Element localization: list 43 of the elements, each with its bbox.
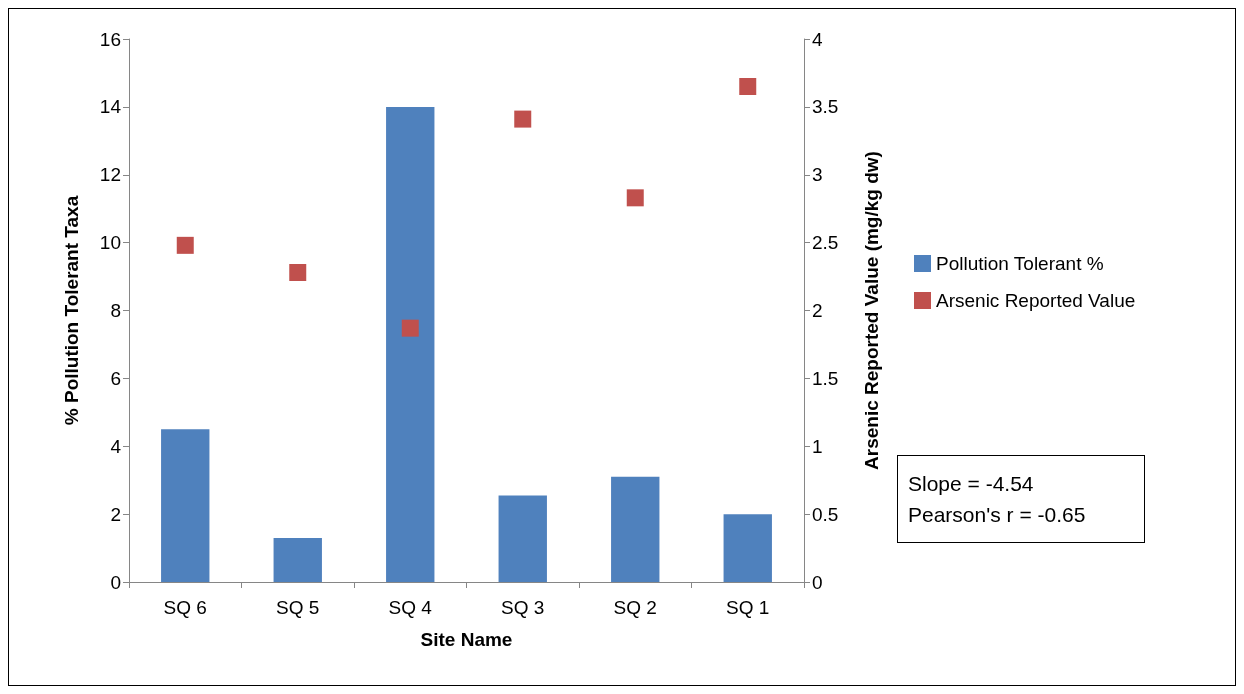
point <box>514 110 532 128</box>
y-tick-label: 8 <box>110 300 121 321</box>
y-tick-label: 4 <box>110 435 122 457</box>
point <box>401 319 419 337</box>
y-tick-label: 12 <box>99 164 121 186</box>
legend-label: Arsenic Reported Value <box>936 290 1136 311</box>
y2-tick-label: 4 <box>812 28 823 50</box>
y2-tick-label: 1.5 <box>812 367 839 389</box>
x-tick-label: SQ 6 <box>163 597 207 618</box>
x-tick-label: SQ 5 <box>276 597 320 618</box>
x-tick-label: SQ 2 <box>613 597 657 618</box>
bar <box>386 106 435 582</box>
bar <box>723 514 772 582</box>
point <box>626 189 644 207</box>
x-tick-label: SQ 1 <box>726 597 770 618</box>
text: Slope = -4.54 <box>908 471 1035 497</box>
bar <box>611 476 660 582</box>
y-tick-label: 16 <box>99 28 121 50</box>
bar <box>161 429 210 582</box>
x-tick-label: SQ 4 <box>388 597 433 618</box>
y2-tick-label: 3.5 <box>812 96 839 118</box>
bar <box>273 537 322 582</box>
y-tick-label: 2 <box>110 503 121 525</box>
y-tick-label: 6 <box>110 367 121 389</box>
y-tick-label: 10 <box>99 232 121 254</box>
y-tick-label: 14 <box>99 96 122 118</box>
y2-tick-label: 0.5 <box>812 503 839 525</box>
x-axis-title: Site Name <box>420 629 513 650</box>
bar <box>498 495 547 582</box>
y2-tick-label: 3 <box>812 164 823 186</box>
y2-tick-label: 0 <box>812 571 823 593</box>
text: Pearson's r = -0.65 <box>908 502 1087 528</box>
point <box>176 236 194 254</box>
y-tick-label: 0 <box>110 571 121 593</box>
y-axis-title: % Pollution Tolerant Taxa <box>61 195 82 426</box>
legend-label: Pollution Tolerant % <box>936 253 1104 274</box>
y2-tick-label: 2 <box>812 300 823 321</box>
point <box>289 263 307 281</box>
y2-axis-title: Arsenic Reported Value (mg/kg dw) <box>861 151 882 470</box>
point <box>739 78 757 96</box>
x-tick-label: SQ 3 <box>501 597 545 618</box>
y2-tick-label: 2.5 <box>812 232 839 254</box>
y2-tick-label: 1 <box>812 435 823 457</box>
